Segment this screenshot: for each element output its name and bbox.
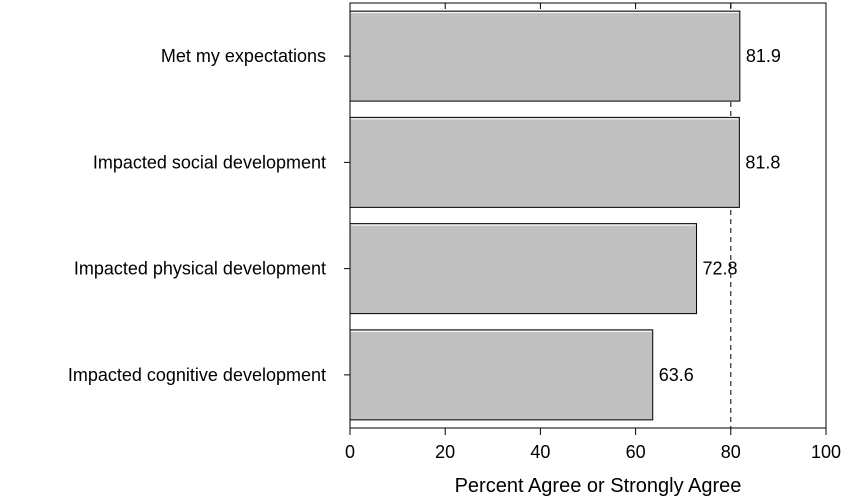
x-tick-label: 20 [435, 442, 455, 462]
x-tick-label: 0 [345, 442, 355, 462]
x-ticks-layer: 0 20 40 60 80 100 [345, 3, 841, 462]
data-label: 81.8 [745, 152, 780, 172]
bar [349, 329, 654, 421]
plot-frame [349, 2, 827, 429]
x-axis-title: Percent Agree or Strongly Agree [455, 475, 742, 497]
category-label: Met my expectations [161, 46, 326, 66]
category-label: Impacted cognitive development [68, 365, 326, 385]
bar [349, 10, 741, 102]
data-label: 81.9 [746, 46, 781, 66]
bars-layer [349, 10, 741, 421]
axes-layer [349, 2, 827, 429]
category-label: Impacted physical development [74, 259, 326, 279]
bar [349, 223, 698, 315]
data-label: 72.8 [703, 259, 738, 279]
x-tick-label: 40 [530, 442, 550, 462]
labels-layer: 81.9 Met my expectations 81.8 Impacted soci… [68, 46, 781, 385]
category-label: Impacted social development [93, 152, 326, 172]
bar [349, 116, 740, 208]
x-tick-label: 80 [721, 442, 741, 462]
y-ticks-layer [344, 55, 350, 376]
x-tick-label: 60 [626, 442, 646, 462]
data-label: 63.6 [659, 365, 694, 385]
x-tick-label: 100 [811, 442, 841, 462]
